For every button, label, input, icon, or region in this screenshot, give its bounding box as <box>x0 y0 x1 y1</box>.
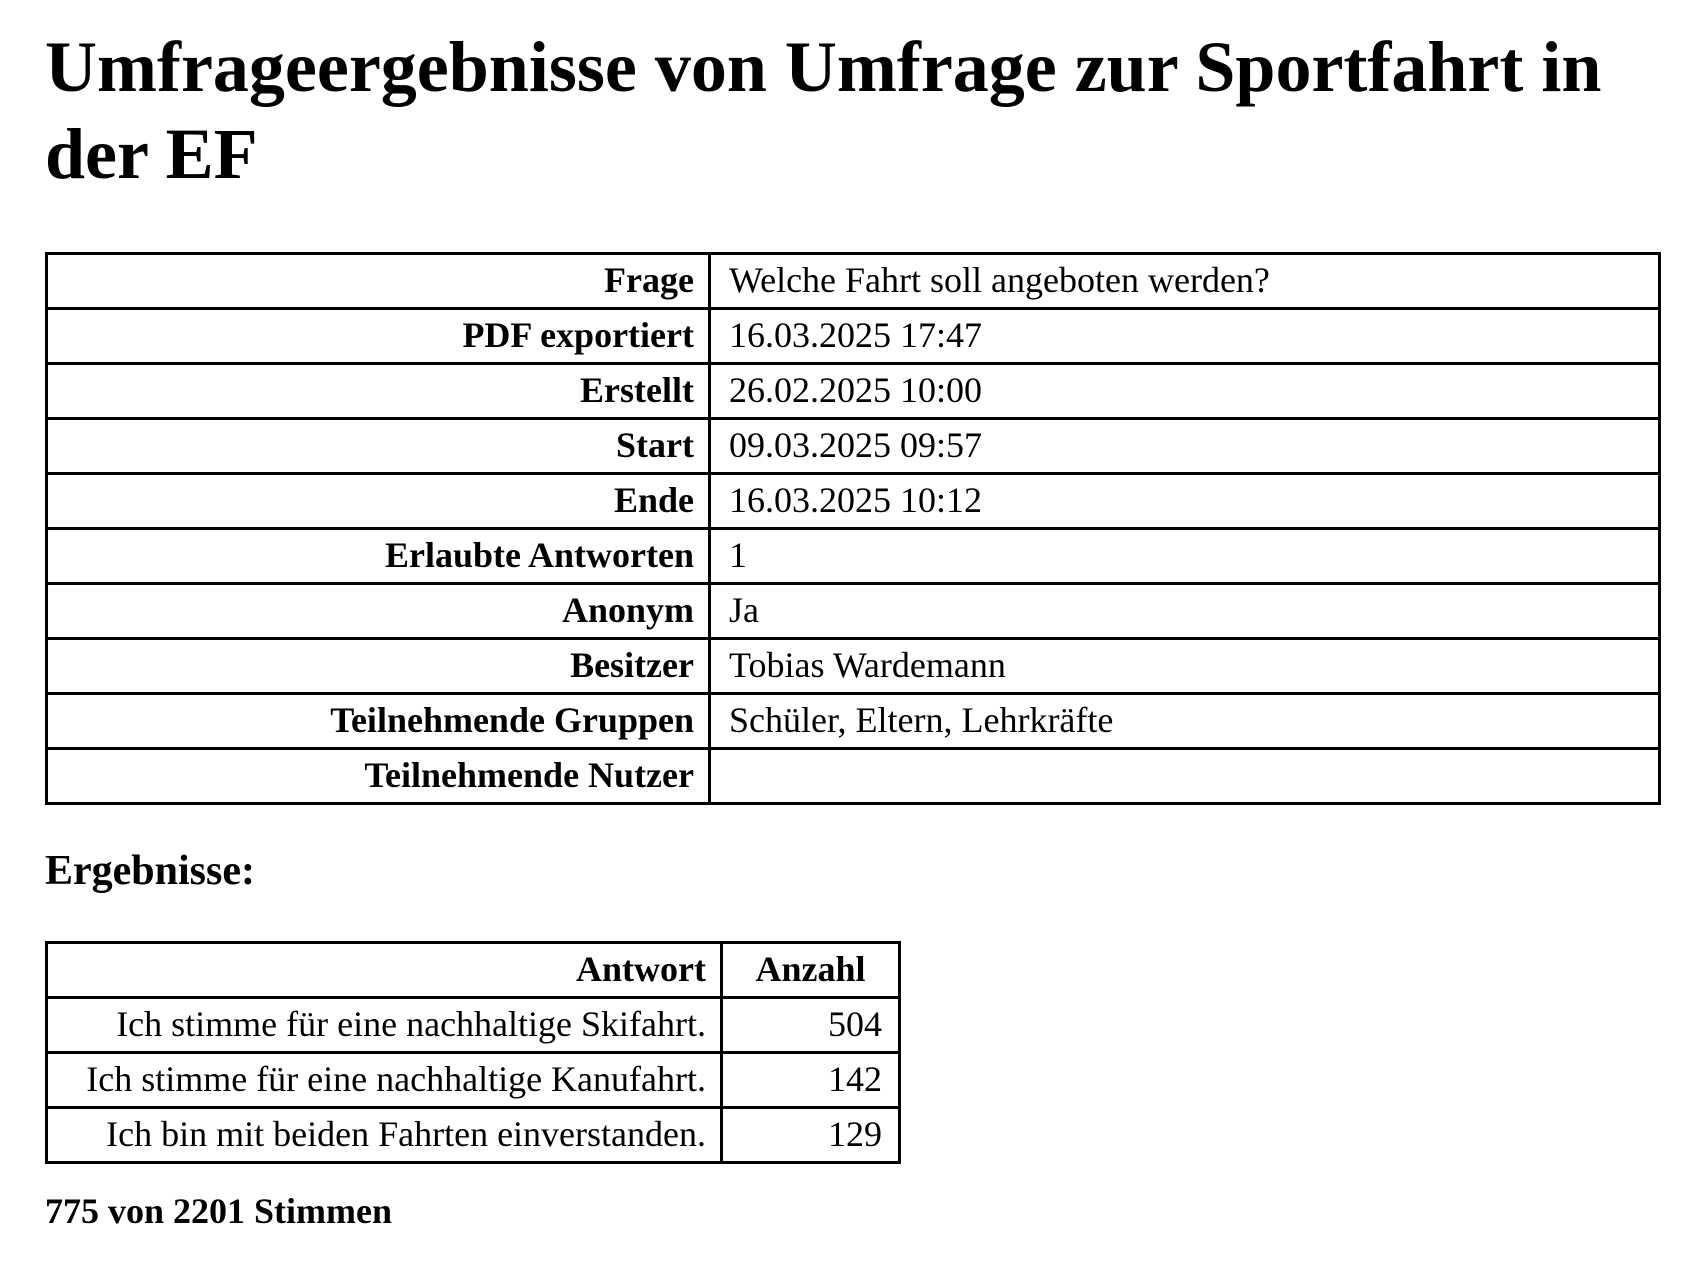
results-table: Antwort Anzahl Ich stimme für eine nachh… <box>45 941 901 1164</box>
table-row: Erlaubte Antworten 1 <box>45 527 1661 585</box>
info-label-erlaubte-antworten: Erlaubte Antworten <box>45 527 711 585</box>
info-value-besitzer: Tobias Wardemann <box>708 637 1661 695</box>
info-label-frage: Frage <box>45 252 711 310</box>
info-value-teilnehmende-gruppen: Schüler, Eltern, Lehrkräfte <box>708 692 1661 750</box>
info-label-pdf-exportiert: PDF exportiert <box>45 307 711 365</box>
results-heading: Ergebnisse: <box>45 848 255 894</box>
info-value-start: 09.03.2025 09:57 <box>708 417 1661 475</box>
info-label-erstellt: Erstellt <box>45 362 711 420</box>
info-value-pdf-exportiert: 16.03.2025 17:47 <box>708 307 1661 365</box>
info-value-ende: 16.03.2025 10:12 <box>708 472 1661 530</box>
column-header-antwort: Antwort <box>45 941 723 999</box>
count-cell-skifahrt: 504 <box>720 996 901 1054</box>
count-cell-kanufahrt: 142 <box>720 1051 901 1109</box>
table-row: Teilnehmende Nutzer <box>45 747 1661 805</box>
table-row: Start 09.03.2025 09:57 <box>45 417 1661 475</box>
column-header-anzahl: Anzahl <box>720 941 901 999</box>
count-cell-beide-fahrten: 129 <box>720 1106 901 1164</box>
answer-cell-skifahrt: Ich stimme für eine nachhaltige Skifahrt… <box>45 996 723 1054</box>
info-label-besitzer: Besitzer <box>45 637 711 695</box>
table-row: PDF exportiert 16.03.2025 17:47 <box>45 307 1661 365</box>
answer-cell-beide-fahrten: Ich bin mit beiden Fahrten einverstanden… <box>45 1106 723 1164</box>
table-row: Ende 16.03.2025 10:12 <box>45 472 1661 530</box>
info-value-erstellt: 26.02.2025 10:00 <box>708 362 1661 420</box>
answer-cell-kanufahrt: Ich stimme für eine nachhaltige Kanufahr… <box>45 1051 723 1109</box>
info-label-start: Start <box>45 417 711 475</box>
info-value-frage: Welche Fahrt soll angeboten werden? <box>708 252 1661 310</box>
table-row: Frage Welche Fahrt soll angeboten werden… <box>45 252 1661 310</box>
table-row: Erstellt 26.02.2025 10:00 <box>45 362 1661 420</box>
info-value-teilnehmende-nutzer <box>708 747 1661 805</box>
table-row: Ich bin mit beiden Fahrten einverstanden… <box>45 1106 901 1164</box>
info-label-ende: Ende <box>45 472 711 530</box>
page-title: Umfrageergebnisse von Umfrage zur Sportf… <box>45 27 1602 195</box>
table-row: Ich stimme für eine nachhaltige Skifahrt… <box>45 996 901 1054</box>
survey-info-table: Frage Welche Fahrt soll angeboten werden… <box>45 252 1661 805</box>
info-label-anonym: Anonym <box>45 582 711 640</box>
table-header-row: Antwort Anzahl <box>45 941 901 999</box>
info-label-teilnehmende-nutzer: Teilnehmende Nutzer <box>45 747 711 805</box>
table-row: Ich stimme für eine nachhaltige Kanufahr… <box>45 1051 901 1109</box>
info-value-erlaubte-antworten: 1 <box>708 527 1661 585</box>
table-row: Teilnehmende Gruppen Schüler, Eltern, Le… <box>45 692 1661 750</box>
table-row: Besitzer Tobias Wardemann <box>45 637 1661 695</box>
info-value-anonym: Ja <box>708 582 1661 640</box>
table-row: Anonym Ja <box>45 582 1661 640</box>
info-label-teilnehmende-gruppen: Teilnehmende Gruppen <box>45 692 711 750</box>
vote-summary: 775 von 2201 Stimmen <box>45 1191 393 1231</box>
